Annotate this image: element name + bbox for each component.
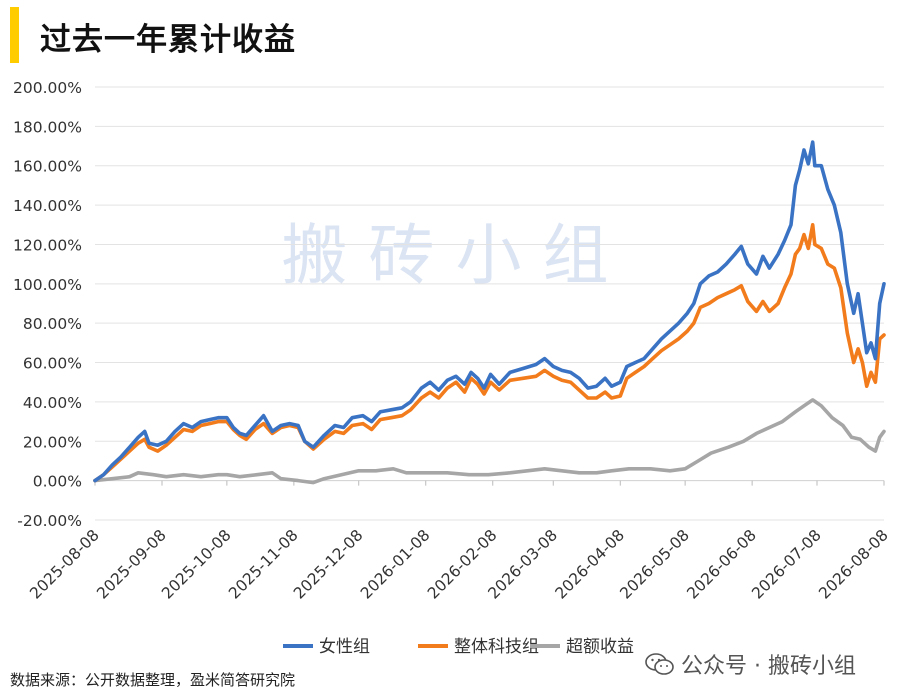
legend-label: 女性组 (319, 637, 370, 657)
y-tick-label: 160.00% (13, 158, 82, 176)
corner-watermark-text: 公众号 · 搬砖小组 (681, 654, 856, 679)
series-line-2 (93, 398, 886, 485)
title-accent-bar (10, 7, 19, 63)
center-watermark: 搬 砖 小 组 (282, 217, 609, 294)
y-tick-label: 0.00% (33, 473, 82, 491)
y-tick-label: 140.00% (13, 197, 82, 215)
legend-label: 整体科技组 (454, 637, 539, 657)
y-tick-label: 20.00% (23, 433, 82, 451)
wechat-icon (645, 653, 674, 675)
x-tick-label: 2026-05-08 (617, 526, 693, 602)
legend-label: 超额收益 (566, 637, 634, 657)
chart-title: 过去一年累计收益 (40, 22, 296, 58)
y-tick-label: 100.00% (13, 276, 82, 294)
y-tick-label: 80.00% (23, 315, 82, 333)
y-tick-label: 60.00% (23, 355, 82, 373)
x-tick-label: 2025-10-08 (158, 526, 234, 602)
y-tick-label: 180.00% (13, 118, 82, 136)
y-tick-label: 40.00% (23, 394, 82, 412)
corner-watermark: 公众号 · 搬砖小组 (645, 648, 856, 680)
x-tick-label: 2025-12-08 (290, 526, 366, 602)
y-tick-label: 200.00% (13, 79, 82, 97)
data-source-note: 数据来源：公开数据整理，盈米简答研究院 (10, 671, 296, 689)
y-tick-label: -20.00% (17, 512, 82, 530)
y-tick-label: 120.00% (13, 236, 82, 254)
x-tick-label: 2026-07-08 (748, 526, 824, 602)
x-tick-label: 2026-08-08 (815, 526, 891, 602)
x-tick-label: 2025-08-08 (26, 526, 102, 602)
x-tick-label: 2026-01-08 (357, 526, 433, 602)
series-line-0 (93, 140, 886, 483)
